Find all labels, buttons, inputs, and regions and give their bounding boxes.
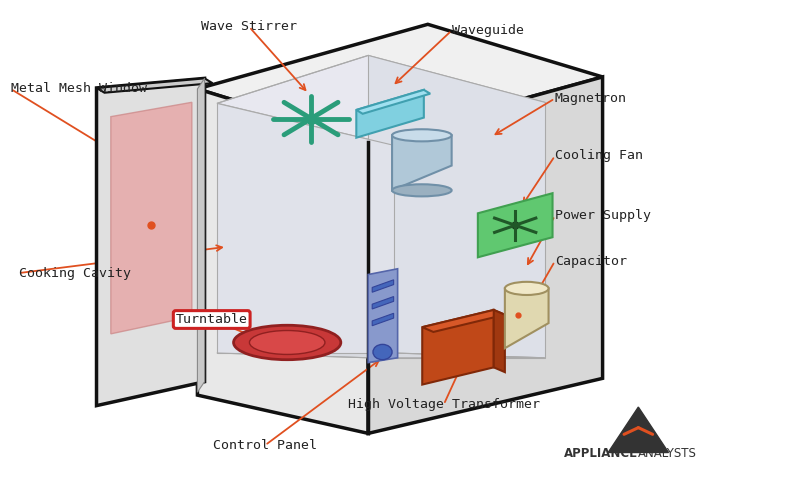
Polygon shape [368, 269, 398, 363]
Text: Cooling Fan: Cooling Fan [555, 150, 643, 162]
Polygon shape [608, 407, 669, 453]
Polygon shape [368, 55, 545, 358]
Polygon shape [356, 90, 424, 138]
Polygon shape [372, 280, 394, 292]
Polygon shape [372, 313, 394, 326]
Text: ANALYSTS: ANALYSTS [638, 447, 698, 460]
Ellipse shape [234, 325, 341, 360]
Text: Turntable: Turntable [176, 313, 248, 326]
Ellipse shape [392, 184, 452, 197]
Text: Wave Stirrer: Wave Stirrer [201, 20, 297, 33]
Polygon shape [218, 55, 545, 145]
Polygon shape [111, 102, 192, 334]
Text: Waveguide: Waveguide [452, 24, 524, 37]
Text: Control Panel: Control Panel [213, 439, 317, 452]
Polygon shape [97, 78, 205, 406]
Text: Metal Mesh Window: Metal Mesh Window [10, 82, 146, 95]
Text: Power Supply: Power Supply [555, 209, 651, 222]
Ellipse shape [250, 331, 325, 354]
Polygon shape [368, 77, 602, 433]
Text: APPLIANCE: APPLIANCE [564, 447, 638, 460]
Polygon shape [356, 90, 430, 114]
Text: Magnetron: Magnetron [555, 92, 627, 105]
Polygon shape [392, 136, 452, 190]
Polygon shape [97, 78, 213, 93]
Polygon shape [218, 353, 545, 358]
Polygon shape [218, 103, 394, 353]
Text: Capacitor: Capacitor [555, 255, 627, 268]
Ellipse shape [392, 129, 452, 141]
Polygon shape [505, 288, 549, 348]
Polygon shape [478, 193, 553, 257]
Polygon shape [422, 310, 494, 385]
Ellipse shape [505, 282, 549, 295]
Ellipse shape [373, 345, 392, 360]
Polygon shape [198, 24, 602, 141]
Polygon shape [422, 310, 505, 332]
Polygon shape [494, 310, 505, 372]
Polygon shape [372, 297, 394, 309]
Text: High Voltage Transformer: High Voltage Transformer [348, 398, 540, 411]
Polygon shape [198, 78, 205, 392]
Polygon shape [198, 89, 368, 433]
Text: Cooking Cavity: Cooking Cavity [18, 267, 130, 280]
